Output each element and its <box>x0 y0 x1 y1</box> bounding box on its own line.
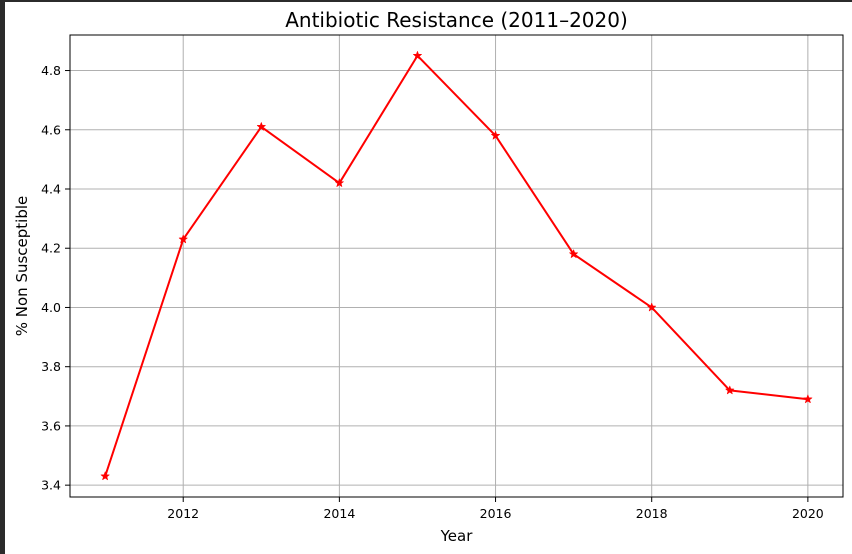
data-point-marker <box>334 177 345 188</box>
data-point-marker <box>100 471 111 481</box>
x-tick-label: 2018 <box>636 506 668 521</box>
data-point-marker <box>724 385 735 395</box>
x-tick-label: 2016 <box>480 506 512 521</box>
data-point-marker <box>412 50 423 60</box>
y-tick-label: 4.2 <box>41 241 61 256</box>
y-tick-label: 3.8 <box>41 359 61 374</box>
x-tick-label: 2012 <box>167 506 199 521</box>
plot-area <box>69 34 844 498</box>
data-point-marker <box>178 234 189 244</box>
y-tick-label: 3.6 <box>41 418 61 433</box>
x-axis-label: Year <box>440 527 474 545</box>
data-point-marker <box>646 302 657 312</box>
ticks-layer: 2012 2014 2016 2018 2020 3.4 3.6 3.8 4.0 4.2 4.4 4.… <box>41 63 824 521</box>
window-top-border <box>5 0 852 2</box>
y-tick-label: 4.4 <box>41 182 61 197</box>
x-tick-label: 2020 <box>792 506 824 521</box>
data-point-marker <box>568 248 579 259</box>
data-point-marker <box>490 130 501 140</box>
series-line <box>104 54 808 477</box>
chart-title: Antibiotic Resistance (2011–2020) <box>285 8 628 32</box>
grid-layer <box>70 35 843 497</box>
y-tick-label: 3.4 <box>41 478 61 493</box>
y-tick-label: 4.8 <box>41 63 61 78</box>
data-point-marker <box>256 121 267 132</box>
y-tick-label: 4.6 <box>41 122 61 137</box>
x-tick-label: 2014 <box>323 506 355 521</box>
data-point-marker <box>802 394 813 404</box>
y-tick-label: 4.0 <box>41 300 61 315</box>
window-left-border <box>0 0 5 554</box>
series-layer <box>100 50 813 481</box>
y-axis-label: % Non Susceptible <box>13 196 31 337</box>
